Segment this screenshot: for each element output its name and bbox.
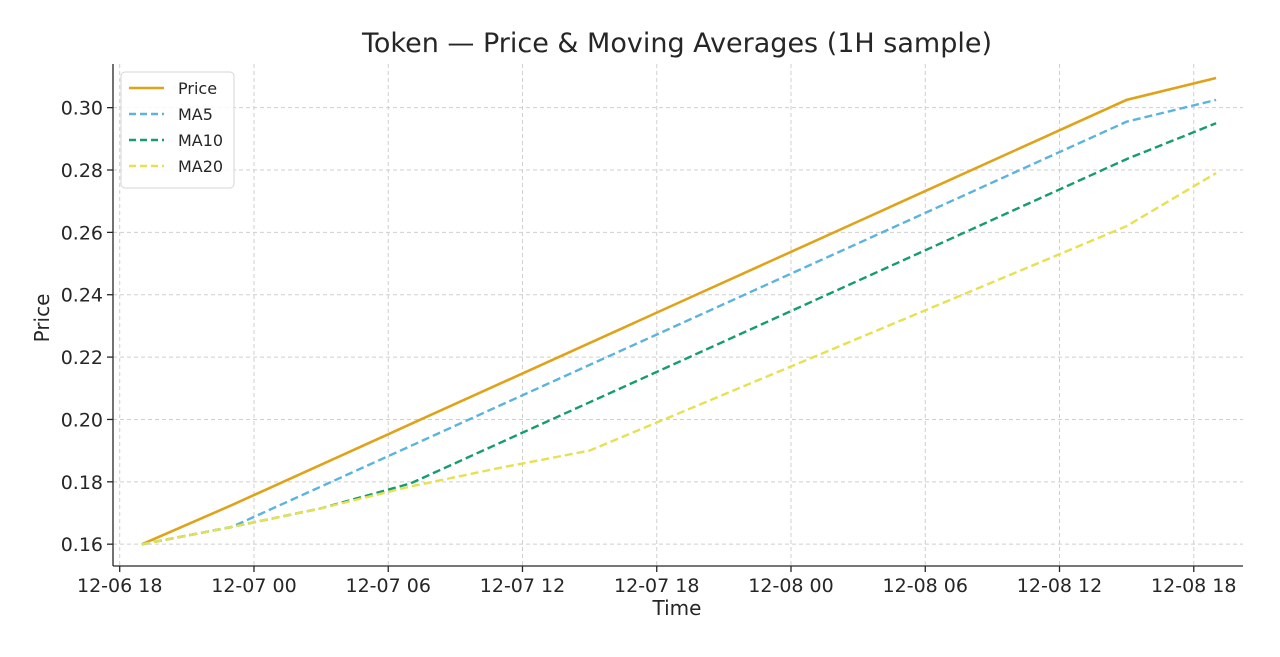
series-line-price [141, 76, 1217, 546]
y-tick-label: 0.18 [61, 472, 103, 494]
y-tick-label: 0.24 [61, 285, 103, 307]
x-tick-label: 12-07 00 [211, 575, 296, 597]
y-tick-label: 0.16 [61, 534, 103, 556]
grid [113, 64, 1243, 566]
legend: Price MA5 MA10 MA20 [120, 71, 235, 189]
series-line-ma5 [141, 98, 1217, 546]
x-axis-label: Time [652, 596, 702, 620]
legend-label-ma10: MA10 [178, 131, 223, 150]
y-tick-label: 0.22 [61, 347, 103, 369]
y-tick-label: 0.30 [61, 98, 103, 120]
x-tick-label: 12-07 06 [346, 575, 431, 597]
tick-labels: 12-06 18 12-07 00 12-07 06 12-07 12 12-07 18… [61, 98, 1237, 597]
y-tick-label: 0.28 [61, 160, 103, 182]
x-tick-label: 12-08 00 [748, 575, 833, 597]
y-axis-label: Price [30, 294, 54, 343]
legend-label-price: Price [178, 79, 217, 98]
legend-box [120, 71, 235, 189]
series-line-ma20 [141, 172, 1217, 546]
axes [107, 64, 1243, 572]
y-tick-label: 0.20 [61, 409, 103, 431]
y-tick-label: 0.26 [61, 222, 103, 244]
x-tick-label: 12-07 12 [480, 575, 565, 597]
series-line-ma10 [141, 122, 1217, 546]
chart-title: Token — Price & Moving Averages (1H samp… [361, 28, 992, 59]
x-tick-label: 12-08 06 [883, 575, 968, 597]
x-tick-label: 12-06 18 [77, 575, 162, 597]
series-lines [141, 76, 1217, 546]
legend-label-ma20: MA20 [178, 157, 223, 176]
x-tick-label: 12-07 18 [614, 575, 699, 597]
x-tick-label: 12-08 18 [1151, 575, 1236, 597]
legend-label-ma5: MA5 [178, 105, 213, 124]
x-tick-label: 12-08 12 [1017, 575, 1102, 597]
